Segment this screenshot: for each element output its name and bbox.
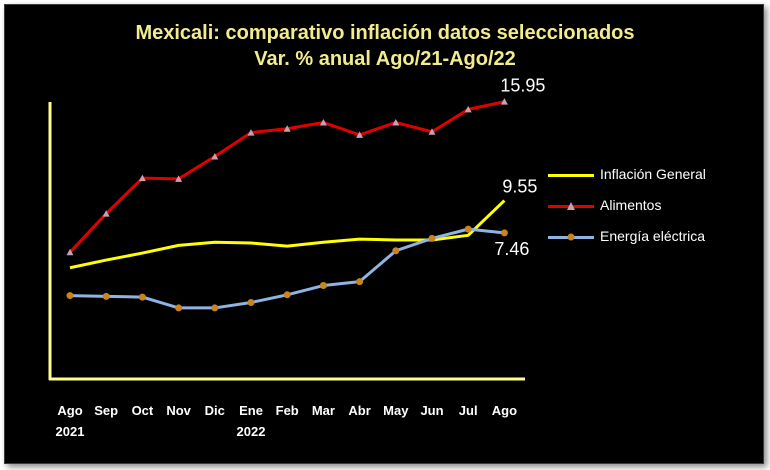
chart-title-line-2: Var. % anual Ago/21-Ago/22: [254, 48, 516, 70]
chart-title-line-1: Mexicali: comparativo inflación datos se…: [135, 22, 635, 44]
circle-marker-icon: [567, 233, 575, 241]
end-value-label-alimentos: 15.95: [500, 76, 545, 96]
x-year-label: 2022: [237, 424, 266, 439]
data-point-energia-electrica: [283, 291, 291, 299]
x-tick-label: Abr: [348, 403, 370, 418]
data-point-alimentos: [319, 119, 327, 126]
legend-swatch: [548, 174, 594, 177]
data-point-alimentos: [500, 98, 508, 105]
data-point-alimentos: [138, 174, 146, 182]
data-point-energia-electrica: [138, 293, 146, 301]
x-tick-label: Ago: [492, 403, 517, 418]
x-tick-label: Jul: [459, 403, 478, 418]
data-point-energia-electrica: [211, 304, 219, 312]
chart-title: Mexicali: comparativo inflación datos se…: [0, 20, 770, 72]
legend-label: Alimentos: [600, 197, 662, 213]
series-line-inflacion-general: [69, 199, 506, 270]
data-point-energia-electrica: [356, 278, 364, 286]
data-point-alimentos: [102, 210, 110, 217]
end-value-label-inflacion-general: 9.55: [502, 177, 537, 197]
triangle-marker-icon: [567, 202, 575, 210]
x-tick-label: May: [383, 403, 409, 418]
chart-frame: [4, 4, 764, 464]
data-point-energia-electrica: [500, 229, 508, 237]
data-point-alimentos: [247, 129, 255, 136]
end-value-label-energia-electrica: 7.46: [494, 239, 529, 259]
data-point-energia-electrica: [102, 292, 110, 300]
data-point-energia-electrica: [319, 282, 327, 290]
x-tick-label: Nov: [166, 403, 191, 418]
series-layer: [66, 98, 508, 312]
x-tick-label: Oct: [132, 403, 154, 418]
x-tick-label: Mar: [312, 403, 335, 418]
label-layer: Ago 2021 Sep Oct Nov Dic Ene 2022 Feb Mar Abr May Ju…: [56, 76, 546, 439]
data-point-energia-electrica: [392, 247, 400, 255]
x-tick-label: Ene: [239, 403, 263, 418]
data-point-alimentos: [464, 105, 472, 113]
data-point-alimentos: [66, 248, 74, 256]
data-point-energia-electrica: [247, 299, 255, 307]
data-point-alimentos: [211, 153, 219, 160]
x-tick-label: Dic: [205, 403, 225, 418]
legend-label: Inflación General: [600, 166, 706, 182]
data-point-energia-electrica: [464, 225, 472, 233]
x-tick-label: Ago: [57, 403, 82, 418]
series-line-alimentos: [68, 100, 505, 254]
data-point-alimentos: [283, 125, 291, 132]
data-point-energia-electrica: [66, 292, 74, 300]
x-tick-label: Jun: [420, 403, 443, 418]
data-point-alimentos: [392, 119, 400, 126]
data-point-alimentos: [356, 131, 364, 138]
data-point-energia-electrica: [175, 304, 183, 312]
x-year-label: 2021: [56, 424, 85, 439]
data-point-energia-electrica: [428, 234, 436, 242]
legend-label: Energía eléctrica: [600, 228, 706, 244]
data-point-alimentos: [428, 128, 436, 135]
data-point-alimentos: [175, 175, 183, 182]
x-tick-label: Sep: [94, 403, 118, 418]
x-tick-label: Feb: [276, 403, 299, 418]
